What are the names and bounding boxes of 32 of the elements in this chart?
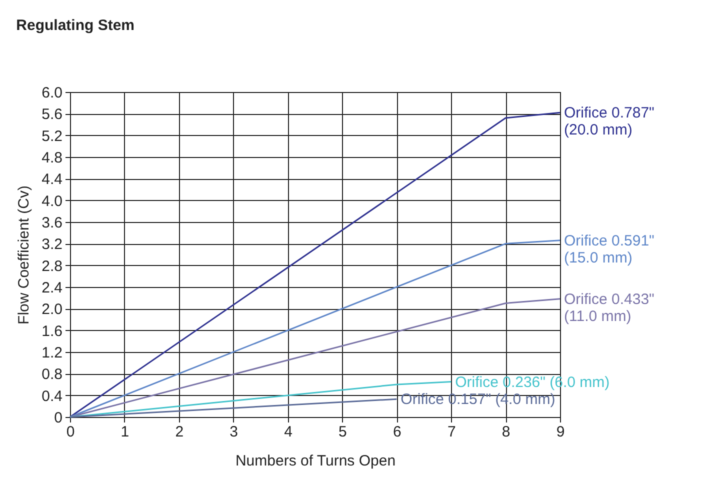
chart-title: Regulating Stem [16,17,135,34]
y-tick-label: 1.2 [42,344,62,362]
x-tick-label: 1 [120,424,130,440]
y-tick-label: 3.2 [42,236,62,254]
x-tick-label: 4 [284,424,292,440]
y-tick-label: 0.8 [42,366,62,384]
x-tick-label: 3 [230,424,238,440]
y-tick-label: 6.0 [42,84,62,102]
x-tick-label: 2 [175,424,184,440]
x-tick-label: 9 [556,424,565,440]
y-tick-label: 0 [54,410,62,426]
y-tick-label: 1.6 [42,322,62,340]
series-label: Orifice 0.787" (20.0 mm) [564,104,654,139]
y-axis-title: Flow Coefficient (Cv) [16,186,33,324]
x-tick-label: 5 [338,424,347,440]
y-tick-label: 2.4 [42,280,62,296]
series-label: Orifice 0.591" (15.0 mm) [564,232,654,266]
y-tick-label: 4.0 [42,192,62,210]
y-tick-label: 4.8 [42,150,62,166]
y-tick-label: 5.2 [42,128,62,145]
x-tick-label: 6 [392,424,402,440]
x-axis-title: Numbers of Turns Open [235,452,396,470]
x-tick-label: 7 [447,424,456,440]
x-tick-label: 0 [66,424,75,440]
series-label: Orifice 0.433" (11.0 mm) [564,290,654,325]
y-tick-label: 4.4 [42,171,62,188]
x-tick-label: 8 [502,424,510,440]
y-tick-label: 5.6 [42,106,62,124]
y-tick-label: 0.4 [42,388,62,405]
y-tick-label: 2.8 [42,258,62,275]
y-tick-label: 2.0 [42,301,62,318]
y-tick-label: 3.6 [42,214,62,232]
